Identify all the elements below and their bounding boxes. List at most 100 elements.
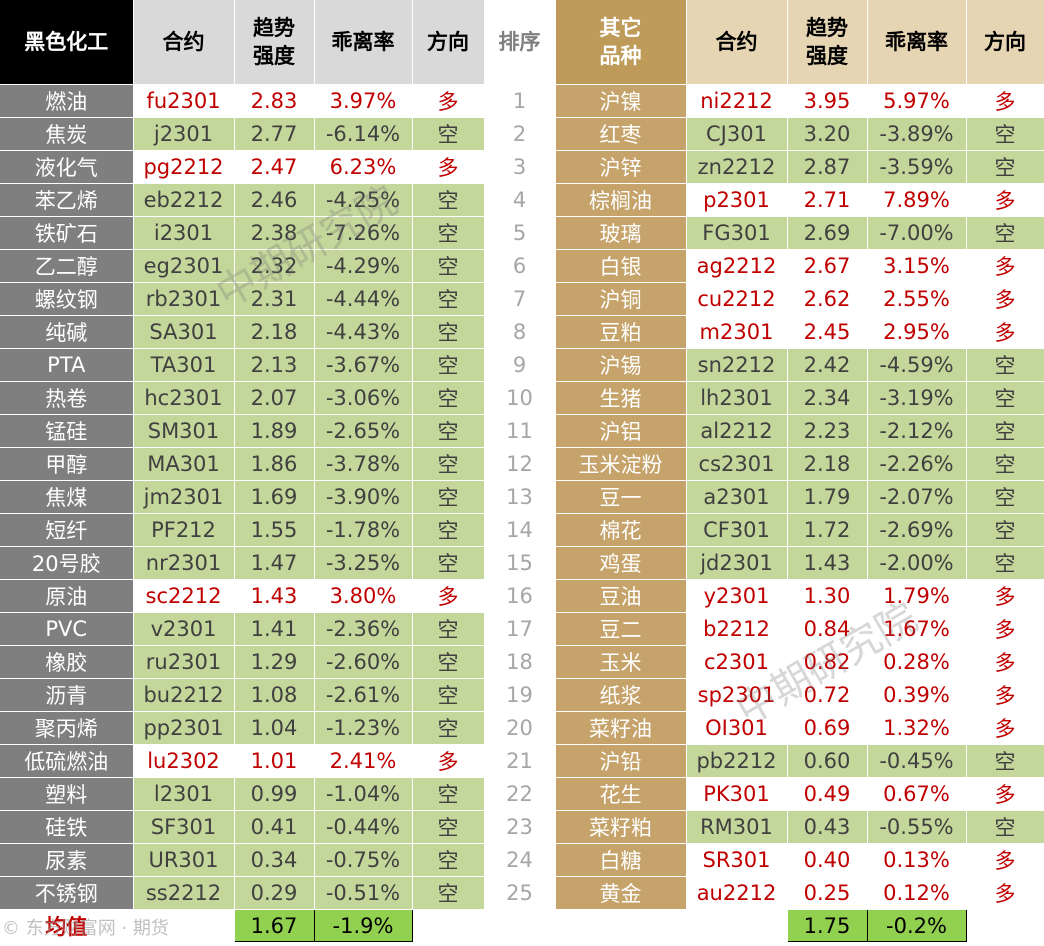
left-direction-cell: 空	[412, 777, 485, 811]
right-strength-cell: 0.84	[787, 612, 868, 646]
right-deviation-cell: -7.00%	[867, 216, 967, 250]
left-deviation-cell: -3.25%	[314, 546, 413, 580]
right-direction-cell: 空	[966, 381, 1044, 415]
right-contract-cell: SR301	[686, 843, 788, 877]
right-deviation-cell: -2.69%	[867, 513, 967, 547]
right-direction-cell: 多	[966, 777, 1044, 811]
table-row: 液化气 pg2212 2.47 6.23% 多 3 沪锌 zn2212 2.87 -3.59% 空	[0, 150, 1044, 184]
left-strength-cell: 1.89	[234, 414, 315, 448]
right-deviation-cell: -4.59%	[867, 348, 967, 382]
table-row: 热卷 hc2301 2.07 -3.06% 空 10 生猪 lh2301 2.34 -3.19% 空	[0, 381, 1044, 415]
right-deviation-cell: 3.15%	[867, 249, 967, 283]
average-blank-contract-right	[686, 909, 788, 942]
left-contract-cell: fu2301	[133, 84, 235, 118]
left-product-name: 原油	[0, 579, 134, 613]
left-product-name: 乙二醇	[0, 249, 134, 283]
left-product-name: 不锈钢	[0, 876, 134, 910]
left-contract-cell: rb2301	[133, 282, 235, 316]
left-contract-cell: j2301	[133, 117, 235, 151]
right-deviation-cell: 1.32%	[867, 711, 967, 745]
header-row: 黑色化工 合约 趋势 强度 乖离率 方向 排序 其它 品种 合约 趋势 强度 乖离率 …	[0, 0, 1044, 85]
left-direction-cell: 空	[412, 480, 485, 514]
right-strength-cell: 2.62	[787, 282, 868, 316]
left-contract-cell: eg2301	[133, 249, 235, 283]
right-contract-cell: y2301	[686, 579, 788, 613]
left-strength-cell: 0.41	[234, 810, 315, 844]
right-deviation-cell: -3.89%	[867, 117, 967, 151]
right-contract-cell: c2301	[686, 645, 788, 679]
left-product-name: 铁矿石	[0, 216, 134, 250]
rank-cell: 15	[484, 546, 556, 580]
table-row: 聚丙烯 pp2301 1.04 -1.23% 空 20 菜籽油 OI301 0.69 1.32% 多	[0, 711, 1044, 745]
right-strength-cell: 1.30	[787, 579, 868, 613]
right-direction-cell: 多	[966, 183, 1044, 217]
right-deviation-cell: -3.19%	[867, 381, 967, 415]
right-contract-cell: cs2301	[686, 447, 788, 481]
header-right-trend-line1: 趋势	[806, 16, 848, 40]
right-direction-cell: 多	[966, 315, 1044, 349]
rank-cell: 8	[484, 315, 556, 349]
table-row: 塑料 l2301 0.99 -1.04% 空 22 花生 PK301 0.49 0.67% 多	[0, 777, 1044, 811]
right-contract-cell: al2212	[686, 414, 788, 448]
right-strength-cell: 1.79	[787, 480, 868, 514]
left-direction-cell: 空	[412, 414, 485, 448]
left-contract-cell: SM301	[133, 414, 235, 448]
left-direction-cell: 空	[412, 315, 485, 349]
left-contract-cell: bu2212	[133, 678, 235, 712]
right-deviation-cell: 1.67%	[867, 612, 967, 646]
right-strength-cell: 2.42	[787, 348, 868, 382]
left-contract-cell: jm2301	[133, 480, 235, 514]
table-row: 硅铁 SF301 0.41 -0.44% 空 23 菜籽粕 RM301 0.43 -0.55% 空	[0, 810, 1044, 844]
rank-cell: 14	[484, 513, 556, 547]
right-product-name: 花生	[555, 777, 687, 811]
average-blank-rank	[484, 909, 556, 942]
rank-cell: 2	[484, 117, 556, 151]
left-deviation-cell: -1.04%	[314, 777, 413, 811]
left-strength-cell: 1.01	[234, 744, 315, 778]
right-product-name: 沪锌	[555, 150, 687, 184]
rank-cell: 22	[484, 777, 556, 811]
right-strength-cell: 1.72	[787, 513, 868, 547]
left-product-name: 液化气	[0, 150, 134, 184]
right-direction-cell: 多	[966, 843, 1044, 877]
table-row: 乙二醇 eg2301 2.32 -4.29% 空 6 白银 ag2212 2.67 3.15% 多	[0, 249, 1044, 283]
right-product-name: 黄金	[555, 876, 687, 910]
header-left-trend: 趋势 强度	[234, 0, 315, 85]
left-deviation-cell: -3.90%	[314, 480, 413, 514]
right-product-name: 棕榈油	[555, 183, 687, 217]
left-strength-cell: 1.04	[234, 711, 315, 745]
header-right-category-line2: 品种	[599, 44, 642, 68]
left-deviation-cell: -3.78%	[314, 447, 413, 481]
left-direction-cell: 空	[412, 447, 485, 481]
right-product-name: 沪铝	[555, 414, 687, 448]
average-label: 均值	[0, 909, 134, 942]
table-row: 短纤 PF212 1.55 -1.78% 空 14 棉花 CF301 1.72 -2.69% 空	[0, 513, 1044, 547]
average-blank-name	[555, 909, 687, 942]
left-contract-cell: ru2301	[133, 645, 235, 679]
left-direction-cell: 空	[412, 513, 485, 547]
right-strength-cell: 3.95	[787, 84, 868, 118]
left-product-name: 短纤	[0, 513, 134, 547]
header-right-trend-line2: 强度	[806, 44, 848, 68]
left-direction-cell: 空	[412, 678, 485, 712]
rank-cell: 7	[484, 282, 556, 316]
left-strength-cell: 2.18	[234, 315, 315, 349]
left-average-deviation: -1.9%	[313, 909, 413, 942]
right-product-name: 豆一	[555, 480, 687, 514]
right-direction-cell: 空	[966, 546, 1044, 580]
left-product-name: 纯碱	[0, 315, 134, 349]
table-row: 螺纹钢 rb2301 2.31 -4.44% 空 7 沪铜 cu2212 2.62 2.55% 多	[0, 282, 1044, 316]
left-contract-cell: SA301	[133, 315, 235, 349]
table-row: 20号胶 nr2301 1.47 -3.25% 空 15 鸡蛋 jd2301 1.43 -2.00…	[0, 546, 1044, 580]
right-product-name: 红枣	[555, 117, 687, 151]
left-contract-cell: pg2212	[133, 150, 235, 184]
left-strength-cell: 0.34	[234, 843, 315, 877]
right-direction-cell: 多	[966, 579, 1044, 613]
right-contract-cell: ni2212	[686, 84, 788, 118]
header-left-contract: 合约	[133, 0, 235, 85]
header-left-direction: 方向	[412, 0, 485, 85]
right-strength-cell: 2.34	[787, 381, 868, 415]
left-contract-cell: SF301	[133, 810, 235, 844]
